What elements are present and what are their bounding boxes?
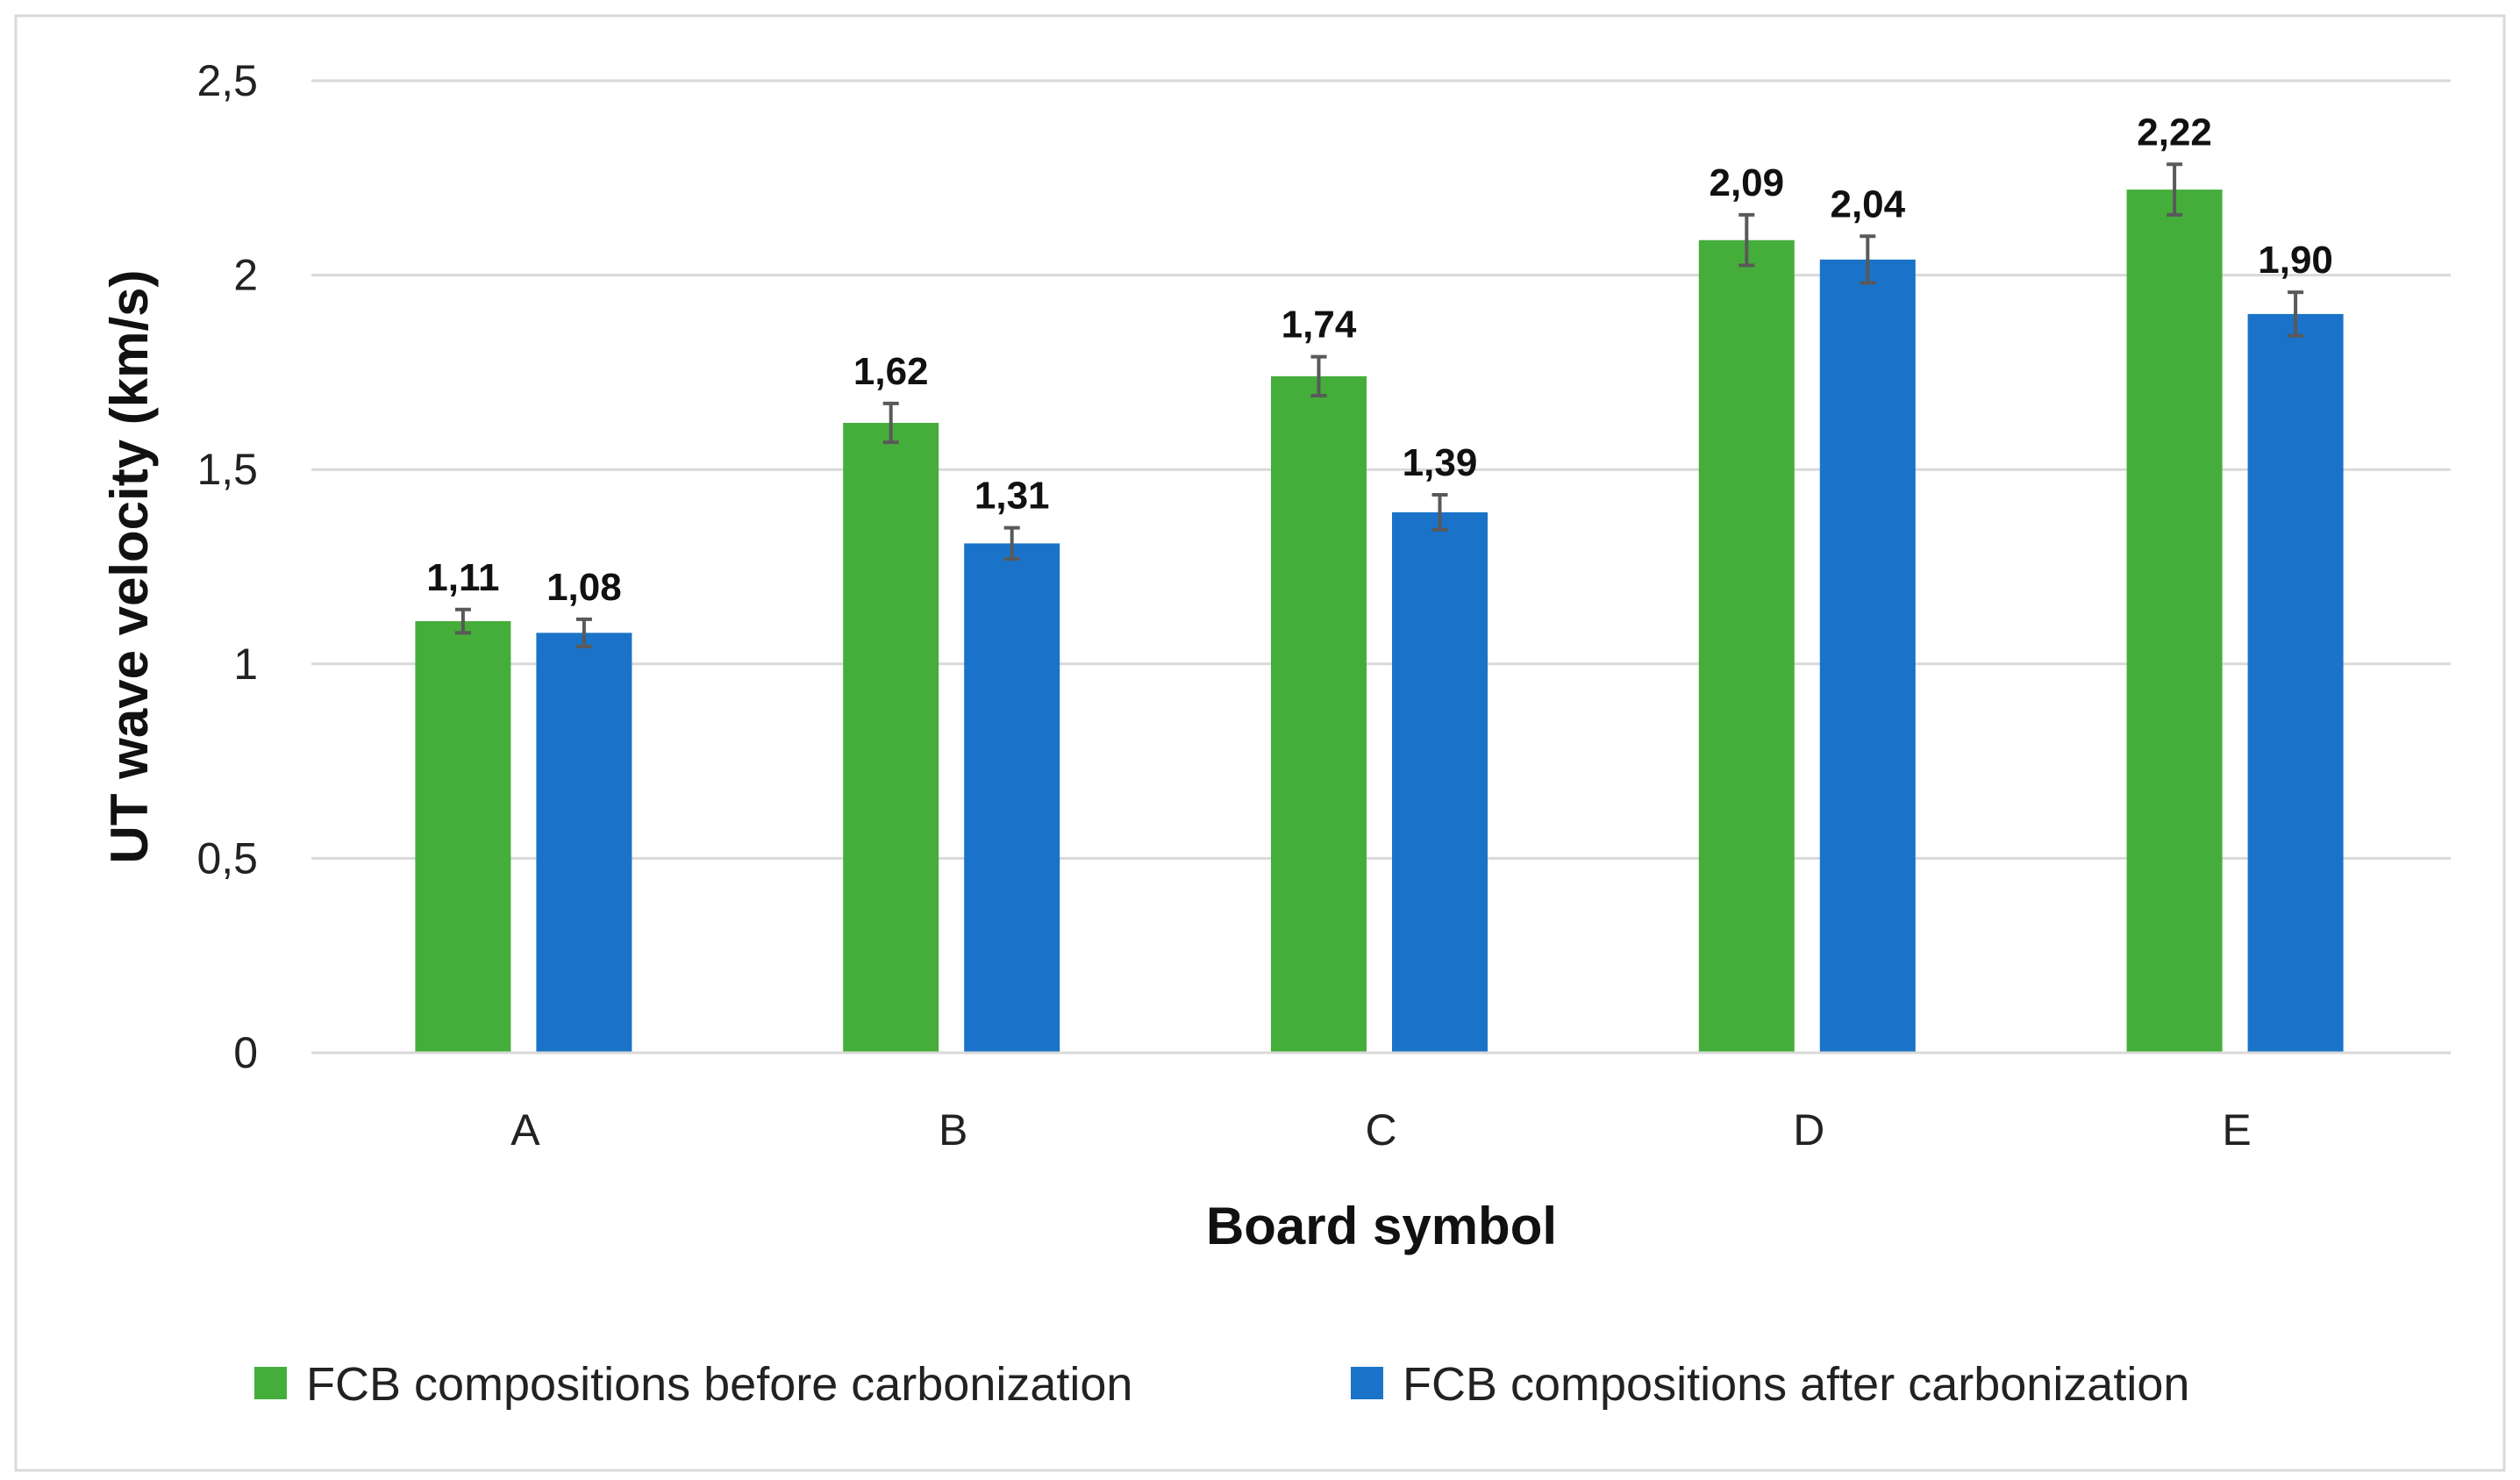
- data-label: 1,11: [426, 556, 499, 599]
- y-tick-label: 2,5: [196, 56, 258, 105]
- bar: [2126, 189, 2223, 1053]
- legend-label-before: FCB compositions before carbonization: [306, 1358, 1132, 1411]
- legend-label-after: FCB compositions after carbonization: [1403, 1358, 2189, 1411]
- y-axis-title: UT wave velocity (km/s): [100, 270, 159, 864]
- x-axis-title: Board symbol: [1206, 1197, 1557, 1255]
- legend-swatch-after: [1351, 1367, 1383, 1399]
- bar: [843, 423, 939, 1053]
- legend: FCB compositions before carbonization FC…: [254, 1358, 2189, 1411]
- data-label: 1,62: [853, 350, 929, 393]
- data-label: 1,08: [546, 566, 622, 609]
- bar: [415, 621, 511, 1053]
- data-label: 1,90: [2258, 239, 2333, 282]
- bar: [1271, 375, 1367, 1053]
- data-label: 2,04: [1830, 182, 1905, 225]
- data-label: 1,31: [974, 475, 1050, 518]
- legend-swatch-before: [254, 1367, 287, 1399]
- x-tick-label: E: [2222, 1105, 2251, 1155]
- bar: [536, 633, 632, 1053]
- y-tick-label: 2: [233, 251, 258, 300]
- y-tick-label: 0,5: [196, 833, 258, 883]
- bar: [2247, 313, 2344, 1053]
- data-label: 1,39: [1403, 441, 1478, 484]
- x-tick-label: D: [1793, 1105, 1824, 1155]
- y-tick-label: 1,5: [196, 445, 258, 494]
- y-tick-label: 1: [233, 640, 258, 689]
- y-tick-label: 0: [233, 1028, 258, 1077]
- data-label: 1,74: [1281, 304, 1357, 347]
- data-label: 2,22: [2137, 111, 2212, 154]
- data-label: 2,09: [1709, 161, 1784, 204]
- x-tick-label: B: [939, 1105, 967, 1155]
- bar: [1392, 511, 1488, 1053]
- bar: [1698, 240, 1795, 1053]
- bar: [1819, 259, 1916, 1053]
- bar: [964, 543, 1060, 1053]
- x-tick-label: A: [510, 1105, 540, 1155]
- x-tick-label: C: [1365, 1105, 1396, 1155]
